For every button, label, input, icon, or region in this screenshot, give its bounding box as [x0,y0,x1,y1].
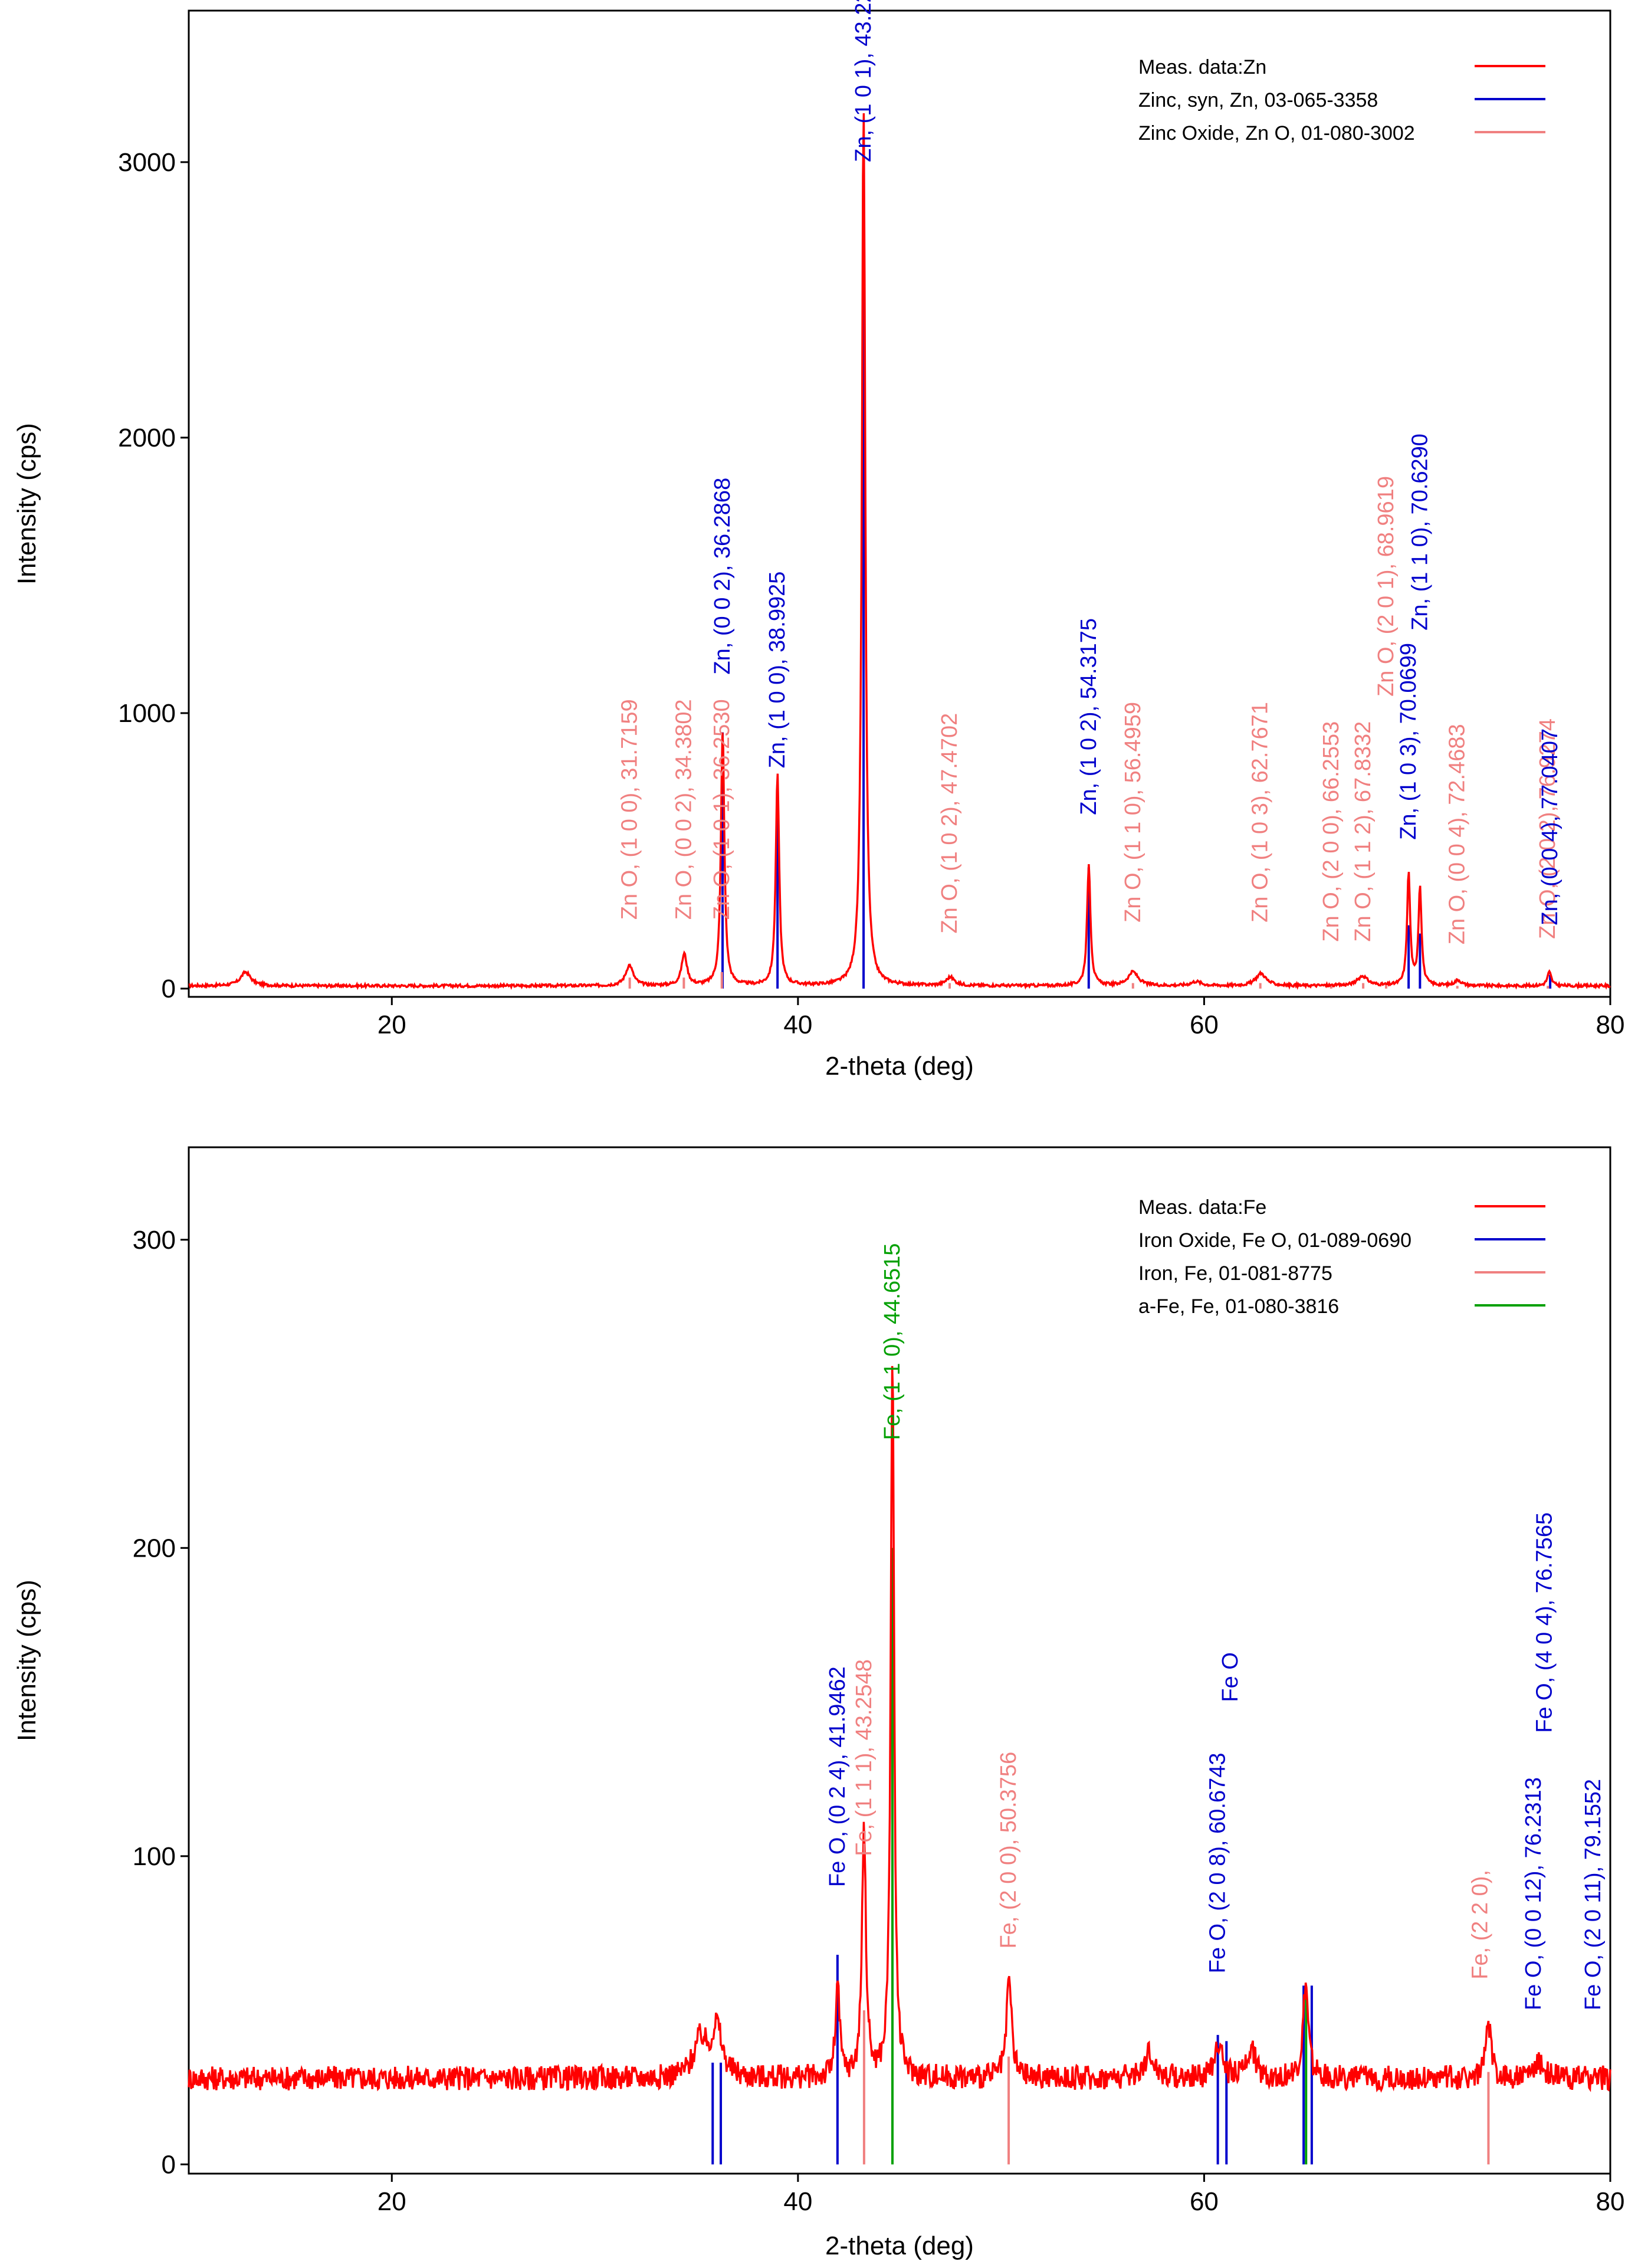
peak-label: Zn O, (1 0 2), 47.4702 [937,713,962,934]
x-axis-label: 2-theta (deg) [825,2231,974,2260]
y-axis-ticks: 0 100 200 300 [133,1226,189,2179]
peak-label: Zn O, (0 0 4), 72.4683 [1445,724,1470,944]
y-tick-label: 0 [162,974,176,1003]
y-tick-label: 200 [133,1534,176,1563]
y-tick-label: 1000 [118,699,176,728]
y-tick-label: 0 [162,2150,176,2179]
peak-label: Fe O, (0 0 12), 76.2313 [1521,1777,1546,2010]
plot-area-frame [188,9,1611,998]
legend-entry-label: Meas. data:Fe [1138,1196,1266,1219]
peak-label: Zn, (1 0 0), 38.9925 [765,572,790,769]
legend: Meas. data:Zn Zinc, syn, Zn, 03-065-3358 Z… [1138,56,1545,145]
peak-label: Zn O, (1 1 0), 56.4959 [1121,702,1145,923]
peak-labels: Fe O, (0 2 4), 41.9462 Fe, (1 1 1), 43.25… [825,1243,1606,2010]
x-tick-label: 20 [378,1010,406,1039]
x-axis-ticks: 20 40 60 80 [378,997,1625,1039]
peak-labels: Zn O, (1 0 0), 31.7159 Zn O, (0 0 2), 34.… [618,0,1562,944]
peak-label: Zn, (1 0 2), 54.3175 [1076,618,1101,815]
peak-label: Fe, (2 0 0), 50.3756 [996,1752,1021,1949]
peak-label: Fe O, (2 0 11), 79.1552 [1581,1779,1606,2010]
legend-entry-label: Meas. data:Zn [1138,56,1266,78]
x-tick-label: 80 [1596,1010,1625,1039]
zn-xrd-panel: Zn O, (1 0 0), 31.7159 Zn O, (0 0 2), 34.… [12,0,1624,1081]
peak-label: Zn, (1 1 0), 70.6290 [1407,434,1432,631]
x-tick-label: 40 [783,1010,812,1039]
peak-label: Zn O, (1 1 2), 67.8332 [1351,721,1376,942]
fe-xrd-panel: Fe O, (0 2 4), 41.9462 Fe, (1 1 1), 43.25… [12,1146,1625,2260]
peak-label: Zn O, (2 0 2), 76.9274 [1535,718,1560,939]
peak-label: Zn O, (1 0 0), 31.7159 [618,699,642,920]
legend-entry-label: Zinc, syn, Zn, 03-065-3358 [1138,89,1378,111]
peak-label: Fe, (1 1 0), 44.6515 [880,1243,905,1440]
y-axis-label: Intensity (cps) [12,423,41,585]
x-tick-label: 60 [1190,1010,1219,1039]
peak-label: Zn, (1 0 1), 43.2249 [851,0,876,162]
x-tick-label: 80 [1596,2187,1625,2216]
y-tick-label: 3000 [118,148,176,177]
legend-entry-label: a-Fe, Fe, 01-080-3816 [1138,1295,1339,1318]
y-tick-label: 300 [133,1226,176,1255]
legend-entry-label: Iron, Fe, 01-081-8775 [1138,1262,1332,1285]
y-tick-label: 2000 [118,424,176,452]
y-axis-ticks: 0 1000 2000 3000 [118,148,189,1003]
measured-pattern-line [188,113,1611,990]
legend-entry-label: Iron Oxide, Fe O, 01-089-0690 [1138,1229,1411,1252]
peak-label: Fe O, (4 0 4), 76.7565 [1532,1512,1557,1733]
plot-area-frame [188,1146,1611,2175]
peak-label: Zn O, (0 0 2), 34.3802 [671,699,696,920]
peak-label: Fe O, (0 2 4), 41.9462 [825,1666,850,1887]
y-tick-label: 100 [133,1842,176,1871]
peak-label: Zn O, (1 0 3), 62.7671 [1248,702,1273,923]
x-tick-label: 40 [783,2187,812,2216]
peak-label: Zn, (0 0 2), 36.2868 [710,478,735,675]
x-axis-label: 2-theta (deg) [825,1052,974,1081]
peak-label: Zn O, (2 0 1), 68.9619 [1374,476,1399,697]
peak-label: Fe O, (2 0 8), 60.6743 [1206,1752,1230,1973]
y-axis-label: Intensity (cps) [12,1580,41,1741]
peak-label: Fe O [1218,1652,1243,1702]
x-tick-label: 20 [378,2187,406,2216]
peak-label: Fe, (2 2 0), [1468,1870,1493,1980]
peak-label: Zn, (0 0 4), 77.0407 [1538,728,1562,925]
measured-pattern-line [188,1366,1611,2093]
peak-label: Zn O, (1 0 1), 36.2530 [710,699,734,920]
legend-entry-label: Zinc Oxide, Zn O, 01-080-3002 [1138,122,1415,145]
legend: Meas. data:Fe Iron Oxide, Fe O, 01-089-06… [1138,1196,1545,1318]
x-tick-label: 60 [1190,2187,1219,2216]
peak-label: Zn O, (2 0 0), 66.2553 [1319,721,1344,942]
peak-label: Zn, (1 0 3), 70.0699 [1396,643,1421,840]
peak-label: Fe, (1 1 1), 43.2548 [852,1659,877,1856]
x-axis-ticks: 20 40 60 80 [378,2174,1625,2216]
